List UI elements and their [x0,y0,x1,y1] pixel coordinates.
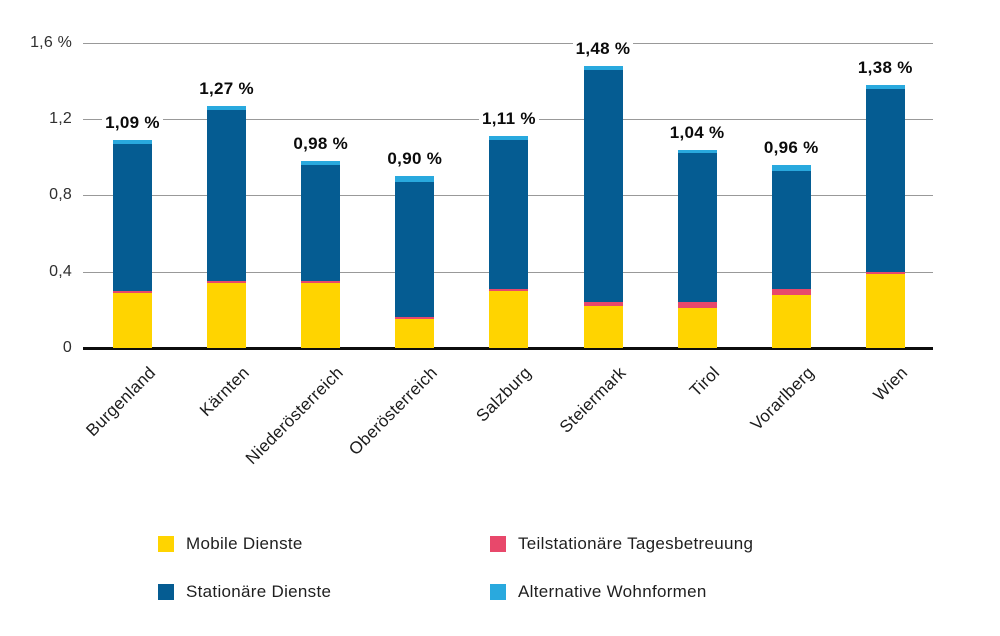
bar-segment-alternative-wohnformen-steiermark [583,65,623,70]
value-label-text: 1,04 % [666,123,728,142]
chart-legend: Mobile Dienste Teilstationäre Tagesbetreu… [158,534,753,602]
bar-segment-teilstationaere-tagesbetreuung-oberoesterreich [395,317,435,320]
legend-swatch-teilstationaere-tagesbetreuung [490,536,506,552]
legend-label: Teilstationäre Tagesbetreuung [518,534,754,553]
bar-segment-stationaere-dienste-steiermark [583,69,623,303]
x-axis-label-oberoesterreich: Oberösterreich [345,363,442,459]
x-axis-label-vorarlberg: Vorarlberg [746,363,818,435]
bar-segment-mobile-dienste-steiermark [583,306,623,348]
gridline-1-6 [83,43,933,44]
value-label-burgenland: 1,09 % [63,113,203,133]
bar-segment-teilstationaere-tagesbetreuung-tirol [677,302,717,308]
bar-segment-stationaere-dienste-niederoesterreich [301,164,341,282]
y-axis-tick-label: 1,2 [49,110,72,127]
bar-segment-teilstationaere-tagesbetreuung-salzburg [489,288,529,291]
value-label-text: 0,90 % [384,149,446,168]
x-axis-label-steiermark: Steiermark [555,363,630,437]
legend-item-stationaere-dienste: Stationäre Dienste [158,582,490,602]
x-axis-label-tirol: Tirol [686,363,724,401]
x-axis-label-niederoesterreich: Niederösterreich [242,363,348,469]
value-label-tirol: 1,04 % [627,123,767,143]
x-axis-label-wien: Wien [870,363,912,405]
bar-segment-stationaere-dienste-kaernten [207,109,247,282]
value-label-text: 1,38 % [854,58,916,77]
bar-segment-mobile-dienste-burgenland [113,292,152,348]
bar-segment-mobile-dienste-tirol [677,307,717,348]
value-label-text: 1,27 % [196,79,257,98]
y-axis-tick-label: 0 [62,339,72,356]
bar-segment-alternative-wohnformen-kaernten [207,105,247,110]
bar-segment-teilstationaere-tagesbetreuung-vorarlberg [771,288,811,295]
legend-swatch-mobile-dienste [158,536,174,552]
legend-swatch-alternative-wohnformen [490,584,506,600]
legend-label: Stationäre Dienste [186,582,332,601]
bar-segment-teilstationaere-tagesbetreuung-kaernten [207,281,247,284]
bar-segment-alternative-wohnformen-burgenland [113,140,152,144]
legend-item-mobile-dienste: Mobile Dienste [158,534,490,554]
value-label-text: 1,09 % [102,113,163,132]
x-axis-label-burgenland: Burgenland [81,363,159,441]
bar-segment-teilstationaere-tagesbetreuung-wien [865,271,905,274]
bar-segment-alternative-wohnformen-tirol [677,149,717,154]
bar-segment-alternative-wohnformen-niederoesterreich [301,161,341,165]
bar-segment-alternative-wohnformen-vorarlberg [771,164,811,171]
bar-segment-alternative-wohnformen-oberoesterreich [395,176,435,183]
y-axis-tick-label: 1,6 % [30,34,72,51]
bar-segment-mobile-dienste-niederoesterreich [301,283,341,348]
bar-segment-teilstationaere-tagesbetreuung-niederoesterreich [301,281,341,284]
bar-segment-stationaere-dienste-vorarlberg [771,170,811,289]
x-axis-label-salzburg: Salzburg [472,363,536,426]
legend-label: Mobile Dienste [186,534,303,553]
x-axis-label-kaernten: Kärnten [196,363,254,421]
y-axis-tick-label: 0,4 [49,263,72,280]
value-label-steiermark: 1,48 % [533,39,673,59]
bar-segment-alternative-wohnformen-salzburg [489,136,529,141]
value-label-niederoesterreich: 0,98 % [251,134,391,154]
legend-label: Alternative Wohnformen [518,582,707,601]
value-label-vorarlberg: 0,96 % [721,138,861,158]
y-axis-tick-label: 0,8 [49,186,72,203]
bar-segment-mobile-dienste-vorarlberg [771,294,811,348]
legend-item-teilstationaere-tagesbetreuung: Teilstationäre Tagesbetreuung [490,534,753,554]
bar-segment-stationaere-dienste-salzburg [489,140,529,289]
value-label-text: 1,11 % [478,109,539,128]
bar-segment-mobile-dienste-wien [865,273,905,348]
bar-segment-teilstationaere-tagesbetreuung-steiermark [583,302,623,307]
bar-segment-teilstationaere-tagesbetreuung-burgenland [113,290,152,293]
bar-segment-mobile-dienste-oberoesterreich [395,319,435,348]
bar-segment-stationaere-dienste-tirol [677,153,717,303]
value-label-kaernten: 1,27 % [157,79,297,99]
value-label-text: 1,48 % [572,39,634,58]
bar-segment-stationaere-dienste-wien [865,88,905,272]
value-label-wien: 1,38 % [815,58,955,78]
bar-segment-stationaere-dienste-oberoesterreich [395,182,435,318]
legend-item-alternative-wohnformen: Alternative Wohnformen [490,582,753,602]
legend-swatch-stationaere-dienste [158,584,174,600]
bar-segment-mobile-dienste-kaernten [207,283,247,348]
value-label-salzburg: 1,11 % [439,109,579,129]
value-label-oberoesterreich: 0,90 % [345,149,485,169]
value-label-text: 0,96 % [760,138,822,157]
value-label-text: 0,98 % [290,134,352,153]
x-axis-baseline [83,347,933,350]
bar-segment-alternative-wohnformen-wien [865,84,905,89]
bar-segment-stationaere-dienste-burgenland [113,143,152,291]
bar-segment-mobile-dienste-salzburg [489,290,529,348]
